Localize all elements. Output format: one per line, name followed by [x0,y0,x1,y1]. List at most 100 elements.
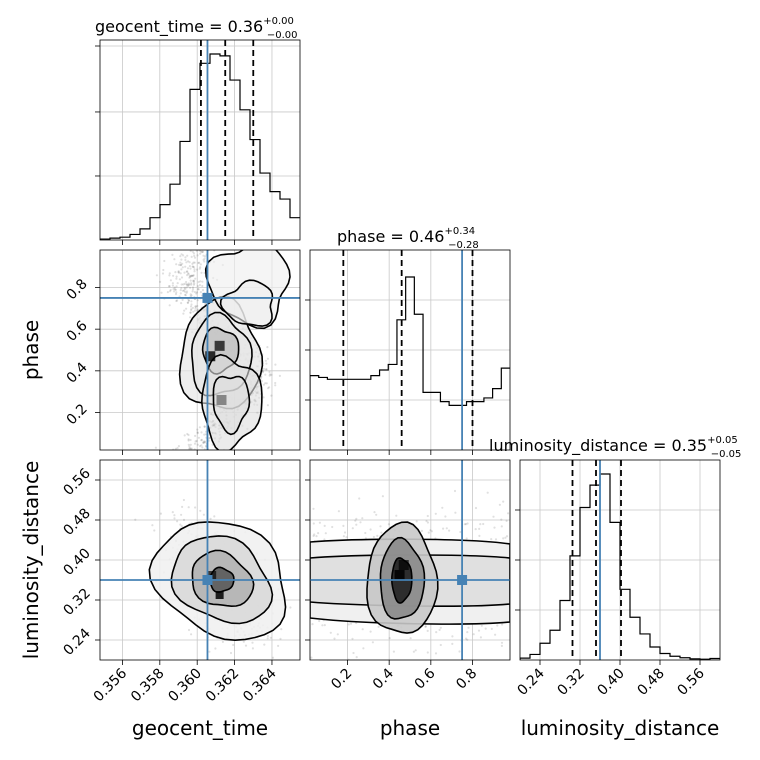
scatter-point [194,277,197,280]
density-plot [154,250,291,450]
truth-lines [100,250,300,450]
scatter-point [196,304,199,308]
scatter-point [193,448,196,450]
scatter-point [435,631,438,634]
scatter-point [424,625,427,629]
scatter-point [187,628,191,632]
scatter-point [200,271,203,274]
xlabel-luminosity-distance: luminosity_distance [521,716,720,740]
scatter-point [175,285,178,288]
scatter-point [203,441,207,444]
scatter-point [208,650,211,653]
scatter-point [266,404,269,407]
scatter-point [163,259,166,263]
scatter-point [192,280,195,283]
scatter-point [187,443,190,446]
scatter-point [472,633,475,636]
scatter-point [442,527,445,530]
scatter-point [434,652,438,655]
scatter-point [198,267,201,270]
scatter-point [359,521,362,524]
scatter-point [168,304,171,307]
ylabel-luminosity-distance: luminosity_distance [19,461,43,660]
scatter-point [480,624,483,627]
scatter-point [354,519,357,522]
truth-marker [202,575,213,585]
scatter-point [261,371,264,374]
scatter-point [200,444,203,447]
scatter-point [500,641,504,644]
scatter-point [202,254,205,257]
scatter-point [175,299,178,303]
scatter-point [198,261,201,264]
density-peak [394,570,405,580]
y-tick-label: 0.48 [60,505,93,538]
scatter-point [494,538,498,541]
scatter-point [441,506,444,509]
truth-lines [100,460,300,660]
scatter-point [465,637,468,640]
scatter-point [185,283,188,286]
scatter-point [279,637,282,641]
scatter-point [310,656,313,659]
title-phase: phase = 0.46+0.34 −0.28 [337,226,479,251]
scatter-point [183,434,186,437]
y-tick-label: 0.24 [60,625,93,658]
scatter-point [364,531,367,535]
scatter-point [196,431,199,434]
scatter-point [372,535,375,539]
scatter-point [151,524,154,527]
scatter-point [259,377,263,380]
scatter-point [192,266,196,269]
scatter-point [202,440,205,443]
xlabel-geocent-time: geocent_time [132,716,268,740]
truth-lines [310,460,510,660]
scatter-point [415,520,418,523]
scatter-point [192,261,195,264]
histogram [100,53,300,240]
scatter-point [343,531,347,534]
scatter-point [188,447,191,450]
scatter-point [264,373,267,376]
scatter-point [171,253,174,256]
scatter-point [177,271,180,274]
scatter-point [479,636,482,639]
x-tick-label: 0.32 [554,666,587,699]
scatter-point [184,293,187,296]
scatter-point [251,641,254,644]
scatter-point [492,515,495,518]
scatter-point [203,257,206,260]
scatter-point [193,290,196,294]
scatter-point [193,282,196,285]
scatter-point [352,651,355,655]
grid [310,250,510,450]
scatter-point [173,517,176,520]
scatter-point [478,527,481,531]
truth-marker [202,292,213,303]
scatter-point [496,624,499,627]
scatter-point [333,637,336,640]
scatter-point [388,637,391,640]
scatter-point [425,519,428,523]
truth-marker [457,575,468,585]
scatter-point [369,528,372,531]
ylabel-phase: phase [19,320,43,380]
scatter-point [167,285,171,288]
scatter-point [175,263,178,266]
scatter-point [331,525,334,529]
scatter-point [189,293,192,296]
scatter-point [187,433,190,437]
scatter-point [420,529,423,533]
scatter-point [201,289,205,292]
scatter-point [186,301,189,304]
scatter-point [172,288,175,291]
scatter-point [181,262,184,265]
scatter-point [505,535,509,538]
scatter-point [197,288,200,291]
scatter-point [187,439,190,442]
scatter-point [175,291,178,294]
scatter-point [162,268,165,272]
scatter-point [439,643,442,647]
scatter-point [434,512,437,515]
